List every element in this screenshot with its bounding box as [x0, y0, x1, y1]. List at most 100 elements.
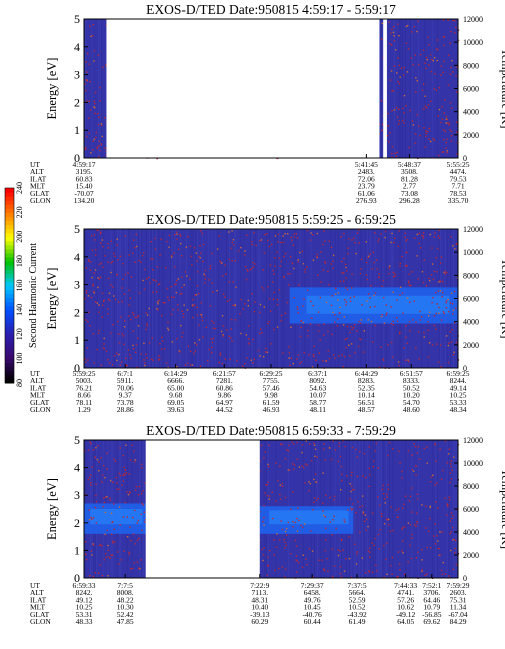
noise-dot — [132, 330, 135, 332]
noise-dot — [448, 499, 451, 501]
noise-dot — [302, 554, 305, 556]
noise-dot — [134, 459, 137, 461]
noise-dot — [352, 489, 354, 491]
noise-dot — [369, 297, 371, 299]
noise-dot — [142, 490, 144, 492]
noise-dot — [386, 542, 388, 544]
orbit-row-label: GLON — [30, 196, 51, 205]
noise-dot — [91, 235, 93, 237]
noise-dot — [295, 559, 297, 561]
noise-dot — [314, 448, 317, 450]
noise-dot — [324, 459, 326, 461]
noise-dot — [405, 105, 407, 107]
noise-dot — [333, 515, 335, 517]
noise-dot — [436, 507, 439, 509]
noise-dot — [323, 443, 325, 445]
noise-dot — [404, 573, 406, 576]
noise-dot — [168, 246, 170, 249]
noise-dot — [328, 447, 331, 449]
noise-dot — [351, 485, 353, 487]
noise-dot — [444, 497, 446, 499]
noise-dot — [319, 339, 321, 341]
noise-dot — [289, 364, 291, 367]
noise-dot — [344, 445, 346, 448]
noise-dot — [261, 286, 263, 289]
noise-dot — [93, 60, 95, 62]
noise-dot — [261, 548, 263, 551]
noise-dot — [426, 546, 428, 549]
noise-dot — [417, 446, 420, 448]
noise-dot — [251, 241, 253, 243]
noise-dot — [316, 253, 318, 256]
noise-dot — [391, 146, 394, 148]
orbit-value: 60.29 — [251, 617, 268, 626]
noise-dot — [396, 116, 399, 118]
orbit-value: 72.06 — [358, 174, 375, 183]
orbit-value: 75.31 — [450, 595, 467, 604]
noise-dot — [86, 100, 88, 102]
noise-dot — [280, 443, 282, 445]
y-tick-label: 1 — [74, 333, 80, 347]
noise-dot — [385, 304, 387, 306]
noise-dot — [318, 559, 320, 561]
noise-dot — [116, 273, 118, 276]
noise-dot — [210, 351, 213, 354]
noise-dot — [274, 265, 276, 267]
noise-dot — [397, 516, 399, 518]
noise-dot — [394, 275, 396, 277]
noise-dot — [90, 516, 92, 519]
noise-dot — [141, 255, 144, 257]
orbit-value: 6:59:25 — [447, 369, 470, 378]
noise-dot — [287, 521, 289, 524]
noise-dot — [346, 253, 349, 255]
orbit-row-label: GLAT — [30, 610, 50, 619]
noise-dot — [110, 512, 113, 515]
spectrogram-panel: EXOS-D/TED Date:950815 6:59:33 - 7:59:29… — [30, 423, 505, 626]
noise-dot — [226, 300, 229, 302]
y-tick-label: 0 — [74, 361, 80, 375]
noise-dot — [285, 527, 288, 530]
noise-dot — [423, 49, 425, 52]
orbit-value: 7:29:37 — [301, 581, 324, 590]
noise-dot — [103, 501, 106, 504]
orbit-row-label: UT — [30, 369, 40, 378]
noise-dot — [427, 315, 430, 317]
noise-dot — [172, 308, 174, 311]
noise-dot — [449, 42, 451, 45]
noise-dot — [134, 509, 136, 512]
noise-dot — [316, 232, 319, 235]
noise-dot — [355, 563, 358, 565]
noise-dot — [401, 528, 403, 530]
noise-dot — [284, 457, 287, 460]
orbit-value: 8008. — [117, 588, 134, 597]
noise-dot — [347, 509, 349, 511]
noise-dot — [108, 292, 111, 295]
noise-dot — [181, 310, 183, 313]
noise-dot — [88, 260, 90, 262]
noise-dot — [380, 512, 383, 515]
noise-dot — [259, 311, 261, 314]
noise-dot — [409, 544, 411, 547]
noise-dot — [439, 448, 441, 451]
noise-dot — [140, 513, 142, 516]
noise-dot — [274, 569, 276, 572]
noise-dot — [434, 523, 436, 525]
colorbar-segment — [5, 358, 14, 364]
noise-dot — [240, 298, 242, 301]
noise-dot — [336, 325, 339, 327]
noise-dot — [334, 357, 336, 359]
y-axis-label: Energy [eV] — [45, 268, 59, 330]
noise-dot — [175, 279, 178, 282]
noise-dot — [441, 106, 443, 108]
noise-dot — [450, 66, 452, 69]
noise-dot — [141, 503, 143, 505]
noise-dot — [126, 491, 128, 493]
noise-dot — [390, 32, 392, 34]
noise-dot — [235, 286, 237, 288]
noise-dot — [157, 308, 159, 311]
noise-dot — [411, 511, 413, 513]
noise-dot — [125, 357, 127, 360]
noise-dot — [102, 66, 104, 69]
noise-dot — [280, 260, 282, 263]
noise-dot — [418, 358, 420, 360]
